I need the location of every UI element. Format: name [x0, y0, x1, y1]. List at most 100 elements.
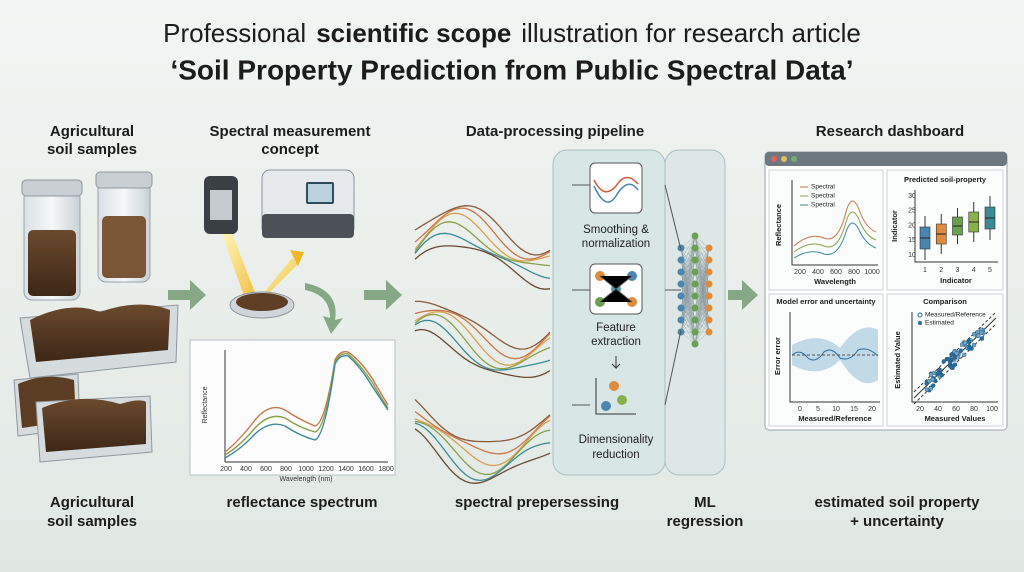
x-tick-label: 200 [794, 269, 806, 276]
dashboard-circle [917, 312, 923, 318]
y-tick-label: 30 [908, 193, 916, 200]
dashboard-path [914, 190, 998, 263]
x-tick-label: 800 [848, 269, 860, 276]
spectrometer [204, 169, 355, 319]
section-headers: Agricultural soil samples Spectral measu… [47, 123, 964, 158]
scatter-point [954, 351, 959, 356]
dashboard-path [791, 180, 878, 266]
axis-label: Indicator [890, 210, 899, 242]
spectral-curve [414, 328, 551, 379]
dashboard-path [911, 312, 998, 403]
network-node [705, 268, 713, 276]
x-tick-label: 1800 [378, 466, 394, 473]
spectrometer-rect [308, 184, 332, 202]
network-edge [680, 235, 696, 333]
spectrum-chart-rect [189, 339, 396, 476]
caption: estimated soil property [814, 494, 980, 511]
network-node [705, 256, 713, 264]
x-tick-label: 40 [934, 406, 942, 413]
section-title: soil samples [47, 141, 137, 158]
section-title: Spectral measurement [210, 123, 371, 140]
flow-arrows-path [728, 280, 758, 310]
caption: spectral prepersessing [455, 494, 619, 511]
panel-title: Comparison [923, 297, 967, 306]
network-edge [694, 247, 710, 273]
spectral-curve [415, 300, 551, 350]
network-node [691, 340, 699, 348]
dashboard-path [793, 211, 877, 253]
network-edge [694, 307, 710, 345]
caption: soil samples [47, 513, 137, 530]
x-tick-label: 10 [832, 406, 840, 413]
scatter-point [967, 346, 972, 351]
network-node [705, 244, 713, 252]
scatter-point [949, 365, 954, 370]
legend-label: Spectral [811, 184, 835, 191]
spectral-curve [414, 422, 551, 482]
network-node [677, 256, 685, 264]
spectral-curve [414, 428, 551, 484]
spectrum-chart-path [224, 352, 389, 456]
section-title: Research dashboard [816, 123, 964, 140]
section-title: concept [261, 141, 319, 158]
step-icons-path [572, 184, 590, 406]
spectral-curve [414, 311, 551, 366]
panel-title: Model error and uncertainty [776, 297, 876, 306]
title-part: illustration for research article [521, 18, 861, 48]
scatter-point [924, 387, 929, 392]
network-node [691, 244, 699, 252]
network-node [691, 328, 699, 336]
spectral-curve [414, 205, 551, 256]
scatter-point [937, 367, 942, 372]
spectrometer-polygon [258, 258, 300, 300]
soil-samples [13, 171, 179, 463]
network-edge [680, 307, 696, 333]
x-tick-label: 200 [220, 466, 232, 473]
spectrometer-ellipse [236, 293, 288, 311]
spectral-curve [414, 411, 551, 455]
captions: Agricultural soil samples reflectance sp… [47, 494, 980, 530]
title-part: scientific scope [316, 18, 511, 48]
dashboard-path [793, 200, 877, 247]
scatter-point [928, 372, 934, 377]
scatter-point [952, 362, 958, 367]
scatter-point [971, 342, 977, 348]
soil-samples-rect [21, 179, 83, 197]
network-node [677, 292, 685, 300]
step-label: Smoothing & [583, 224, 649, 236]
x-tick-label: 5 [988, 267, 992, 274]
x-tick-label: 0 [798, 406, 802, 413]
network-node [691, 280, 699, 288]
soil-samples-path [42, 398, 146, 452]
pipeline-rect [664, 149, 726, 476]
dashboard-circle [781, 156, 787, 162]
network-node [677, 268, 685, 276]
scatter-point [976, 333, 981, 338]
soil-samples-rect [95, 171, 153, 189]
scatter-point [946, 357, 951, 362]
step-icons-path [593, 183, 639, 203]
x-tick-label: 600 [260, 466, 272, 473]
axis-label: Measured/Reference [798, 414, 871, 423]
step-label: extraction [591, 336, 641, 348]
spectral-curve [414, 232, 551, 280]
dashboard: Spectral Spectral Spectral Reflectance W… [764, 151, 1008, 431]
header: Professional scientific scope illustration… [163, 18, 861, 86]
network-edge [680, 235, 696, 261]
spectral-curve [414, 313, 551, 370]
network-node [691, 304, 699, 312]
flow-arrows-path [305, 283, 343, 334]
caption: regression [667, 513, 744, 530]
network-edge [694, 295, 710, 345]
connector [664, 184, 682, 406]
x-tick-label: 60 [952, 406, 960, 413]
spectral-curve [414, 207, 551, 260]
step-icons [572, 162, 643, 415]
spectrometer-polygon [290, 250, 304, 266]
axis-label: Wavelength (nm) [279, 476, 332, 483]
network-node [691, 316, 699, 324]
spectrum-chart-path [224, 354, 389, 459]
legend-label: Spectral [811, 202, 835, 209]
flow-arrows [168, 280, 758, 334]
axis-label: Reflectance [774, 204, 783, 246]
